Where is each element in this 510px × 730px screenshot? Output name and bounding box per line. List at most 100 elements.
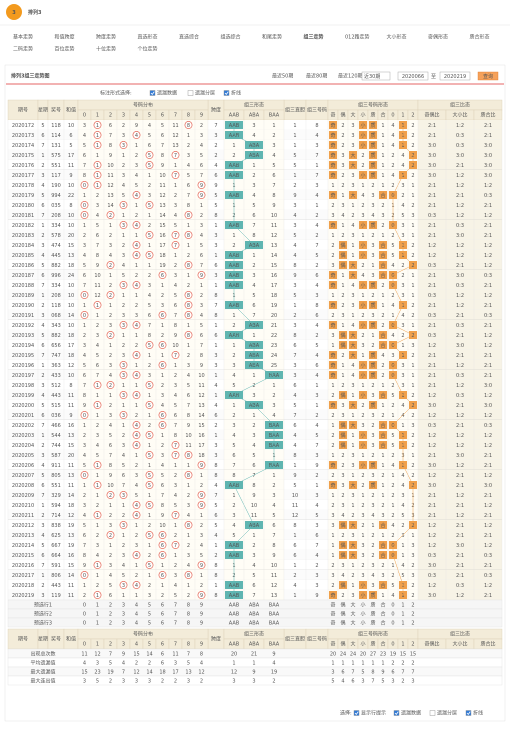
nav-link[interactable]: 基本走势 [13,34,33,41]
dan: 8 [293,453,296,459]
xing-omission: 1 [351,563,354,569]
nav-link[interactable]: 012路走势 [345,34,370,41]
ratio-bg [418,530,502,540]
checkbox[interactable] [223,90,230,96]
nav-link[interactable]: 个位走势 [138,46,158,53]
xing-omission: 2 [361,413,364,419]
xing-hit-text: 奇 [330,132,335,139]
digit-hit-text: 0 [83,413,86,419]
checkbox[interactable] [149,90,156,96]
digit-hit-text: 3 [122,323,125,329]
form-hit-text: BAA [269,433,280,439]
checkbox[interactable] [393,710,400,716]
nav-link[interactable]: 跨度走势 [96,34,116,41]
xing-omission: 2 [401,333,404,339]
checkbox[interactable] [353,710,360,716]
nav-link[interactable]: 十位走势 [96,46,116,53]
ratio-bg [418,380,502,390]
xing-omission: 2 [381,283,384,289]
ratio: 3:0 [456,543,464,549]
form-omission: 1 [252,163,255,169]
form-omission: 1 [252,413,255,419]
header-sub: 0 [391,642,394,648]
digit-omission: 2 [135,303,138,309]
digit-omission: 4 [109,253,112,259]
xing-hit-text: 偶 [340,542,345,549]
nav-link[interactable]: 二码走势 [13,46,33,53]
xing-omission: 3 [351,383,354,389]
nav-link[interactable]: 和值跨度 [55,34,75,41]
digit-omission: 7 [109,453,112,459]
xing-omission: 2 [411,443,414,449]
recent-link[interactable]: 最近80期 [306,73,327,80]
issue: 2020178 [12,183,34,189]
digit-omission: 7 [174,313,177,319]
digit-omission: 6 [200,333,203,339]
nav-link[interactable]: 和尾走势 [262,34,282,41]
xing-omission: 1 [331,343,334,349]
prize: 747 [51,353,61,359]
ratio: 2:1 [484,233,492,239]
dan: 2 [293,313,296,319]
form-hit-text: ABA [249,343,260,349]
recent-link[interactable]: 最近120期 [338,73,363,80]
span: 3 [214,133,217,139]
checkbox[interactable] [465,710,472,716]
query-button[interactable] [477,71,499,81]
to-input[interactable] [439,71,471,81]
dan: 11 [292,503,298,509]
group-bg [224,440,284,450]
digit-hit [145,401,154,409]
ratio: 2:1 [428,363,436,369]
digit-hit [80,211,89,219]
checkbox[interactable] [429,710,436,716]
xing-hit-text: 2 [411,163,414,169]
ratio: 1:2 [428,473,436,479]
nav-link[interactable]: 奇偶形态 [428,34,448,41]
nav-link[interactable]: 组选综合 [221,34,241,41]
nav-link[interactable]: 直选形态 [138,34,158,41]
ratio: 2:1 [428,353,436,359]
digit-omission: 1 [148,213,151,219]
digit-omission: 1 [148,443,151,449]
recent-link[interactable]: 最近50期 [272,73,293,80]
digit-hit-text: 7 [174,353,177,359]
digit-omission: 3 [187,363,190,369]
xing-omission: 3 [401,183,404,189]
digit-omission: 3 [109,413,112,419]
xing-hit [359,431,367,439]
week: 4 [41,253,44,259]
header-text: 组三号码形态 [358,102,388,109]
nav-link[interactable]: 质合形态 [470,34,490,41]
xing-omission: 1 [331,553,334,559]
ratio: 0:3 [428,263,436,269]
digit-omission: 1 [161,433,164,439]
select-box[interactable] [361,71,391,81]
nav-link[interactable]: 百位走势 [55,46,75,53]
digit-hit-text: 3 [122,363,125,369]
digit-omission: 7 [200,263,203,269]
xing-omission: 3 [391,353,394,359]
nav-link[interactable]: 直选综合 [179,34,199,41]
xing-hit-text: 偶 [340,392,345,399]
xing-hit [359,461,367,469]
digit-hit-text: 7 [174,243,177,249]
checkbox[interactable] [187,90,194,96]
nav-link[interactable]: 大小形态 [387,34,407,41]
from-input[interactable] [397,71,429,81]
digit-hit-text: 3 [122,373,125,379]
group-bg [328,240,418,250]
xing-hit-text: 合 [380,432,385,439]
digit-omission: 1 [148,463,151,469]
xing-omission: 2 [411,463,414,469]
form-omission: 21 [271,323,277,329]
digit-hit [132,351,141,359]
xing-hit-text: 偶 [340,262,345,269]
digit-omission: 3 [135,163,138,169]
nav-link[interactable]: 组三走势 [304,34,324,41]
xing-omission: 5 [401,213,404,219]
digit-omission: 7 [187,403,190,409]
ratio: 0:3 [484,553,492,559]
digit-omission: 12 [107,183,113,189]
xing-hit-text: 奇 [330,272,335,279]
